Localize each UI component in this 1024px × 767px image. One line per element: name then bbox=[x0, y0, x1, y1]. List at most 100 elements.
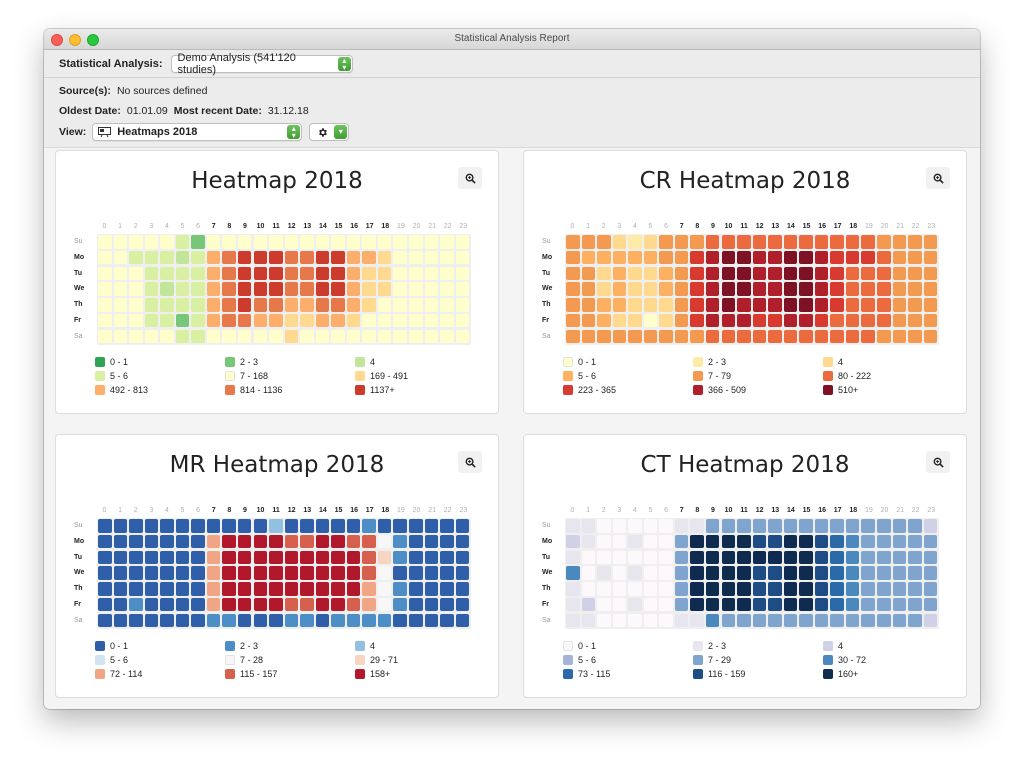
heatmap-cell[interactable] bbox=[612, 282, 627, 296]
heatmap-cell[interactable] bbox=[284, 329, 299, 343]
heatmap-cell[interactable] bbox=[690, 329, 704, 343]
heatmap-cell[interactable] bbox=[799, 582, 813, 596]
heatmap-cell[interactable] bbox=[674, 282, 689, 296]
heatmap-cell[interactable] bbox=[175, 266, 190, 280]
heatmap-cell[interactable] bbox=[206, 313, 221, 328]
heatmap-cell[interactable] bbox=[98, 519, 112, 533]
heatmap-cell[interactable] bbox=[175, 534, 190, 549]
heatmap-cell[interactable] bbox=[892, 519, 907, 533]
heatmap-cell[interactable] bbox=[222, 582, 236, 596]
heatmap-cell[interactable] bbox=[315, 298, 330, 312]
heatmap-cell[interactable] bbox=[783, 519, 798, 533]
heatmap-cell[interactable] bbox=[628, 298, 642, 312]
heatmap-cell[interactable] bbox=[315, 566, 330, 580]
zoom-button[interactable] bbox=[458, 451, 482, 473]
heatmap-cell[interactable] bbox=[566, 597, 580, 612]
heatmap-cell[interactable] bbox=[737, 550, 751, 564]
heatmap-cell[interactable] bbox=[892, 582, 907, 596]
heatmap-cell[interactable] bbox=[752, 582, 767, 596]
heatmap-cell[interactable] bbox=[144, 550, 159, 564]
heatmap-cell[interactable] bbox=[455, 550, 470, 564]
heatmap-cell[interactable] bbox=[581, 250, 596, 265]
heatmap-cell[interactable] bbox=[628, 534, 642, 549]
analysis-select[interactable]: Demo Analysis (541'120 studies) ▴ ▾ bbox=[170, 52, 353, 76]
heatmap-cell[interactable] bbox=[393, 597, 407, 612]
heatmap-cell[interactable] bbox=[98, 582, 112, 596]
heatmap-cell[interactable] bbox=[346, 519, 361, 533]
heatmap-cell[interactable] bbox=[799, 329, 813, 343]
heatmap-cell[interactable] bbox=[237, 298, 252, 312]
heatmap-cell[interactable] bbox=[222, 519, 236, 533]
heatmap-cell[interactable] bbox=[628, 266, 642, 280]
heatmap-cell[interactable] bbox=[923, 519, 938, 533]
heatmap-cell[interactable] bbox=[581, 519, 596, 533]
heatmap-cell[interactable] bbox=[892, 282, 907, 296]
heatmap-cell[interactable] bbox=[424, 298, 439, 312]
heatmap-cell[interactable] bbox=[628, 282, 642, 296]
heatmap-cell[interactable] bbox=[377, 329, 392, 343]
heatmap-cell[interactable] bbox=[362, 597, 376, 612]
heatmap-cell[interactable] bbox=[877, 298, 891, 312]
heatmap-cell[interactable] bbox=[98, 266, 112, 280]
heatmap-cell[interactable] bbox=[377, 582, 392, 596]
heatmap-cell[interactable] bbox=[612, 582, 627, 596]
heatmap-cell[interactable] bbox=[877, 613, 891, 627]
heatmap-cell[interactable] bbox=[892, 534, 907, 549]
heatmap-cell[interactable] bbox=[830, 582, 844, 596]
heatmap-cell[interactable] bbox=[674, 550, 689, 564]
heatmap-cell[interactable] bbox=[643, 313, 658, 328]
heatmap-cell[interactable] bbox=[331, 550, 345, 564]
heatmap-cell[interactable] bbox=[144, 298, 159, 312]
heatmap-cell[interactable] bbox=[315, 582, 330, 596]
heatmap-cell[interactable] bbox=[160, 313, 174, 328]
heatmap-cell[interactable] bbox=[799, 250, 813, 265]
heatmap-cell[interactable] bbox=[768, 282, 782, 296]
heatmap-cell[interactable] bbox=[113, 250, 128, 265]
heatmap-cell[interactable] bbox=[206, 597, 221, 612]
heatmap-cell[interactable] bbox=[721, 534, 735, 549]
heatmap-cell[interactable] bbox=[923, 266, 938, 280]
heatmap-cell[interactable] bbox=[597, 313, 611, 328]
heatmap-cell[interactable] bbox=[581, 597, 596, 612]
heatmap-cell[interactable] bbox=[409, 534, 423, 549]
heatmap-cell[interactable] bbox=[845, 566, 860, 580]
heatmap-cell[interactable] bbox=[923, 250, 938, 265]
heatmap-cell[interactable] bbox=[175, 597, 190, 612]
heatmap-cell[interactable] bbox=[923, 534, 938, 549]
heatmap-cell[interactable] bbox=[721, 566, 735, 580]
heatmap-cell[interactable] bbox=[877, 250, 891, 265]
heatmap-cell[interactable] bbox=[222, 235, 236, 249]
heatmap-cell[interactable] bbox=[300, 613, 314, 627]
heatmap-cell[interactable] bbox=[597, 250, 611, 265]
heatmap-cell[interactable] bbox=[737, 250, 751, 265]
heatmap-cell[interactable] bbox=[237, 534, 252, 549]
heatmap-cell[interactable] bbox=[597, 519, 611, 533]
heatmap-cell[interactable] bbox=[783, 329, 798, 343]
heatmap-cell[interactable] bbox=[752, 534, 767, 549]
heatmap-cell[interactable] bbox=[923, 298, 938, 312]
heatmap-cell[interactable] bbox=[409, 235, 423, 249]
heatmap-cell[interactable] bbox=[315, 550, 330, 564]
heatmap-cell[interactable] bbox=[300, 298, 314, 312]
heatmap-cell[interactable] bbox=[191, 597, 205, 612]
heatmap-cell[interactable] bbox=[113, 582, 128, 596]
heatmap-cell[interactable] bbox=[690, 313, 704, 328]
heatmap-cell[interactable] bbox=[424, 597, 439, 612]
heatmap-cell[interactable] bbox=[237, 329, 252, 343]
heatmap-cell[interactable] bbox=[237, 566, 252, 580]
heatmap-cell[interactable] bbox=[830, 597, 844, 612]
heatmap-cell[interactable] bbox=[705, 329, 720, 343]
heatmap-cell[interactable] bbox=[908, 597, 922, 612]
heatmap-cell[interactable] bbox=[721, 613, 735, 627]
heatmap-cell[interactable] bbox=[752, 566, 767, 580]
heatmap-cell[interactable] bbox=[377, 597, 392, 612]
heatmap-cell[interactable] bbox=[737, 298, 751, 312]
settings-menu-button[interactable]: ▾ bbox=[309, 123, 350, 141]
heatmap-cell[interactable] bbox=[845, 282, 860, 296]
heatmap-cell[interactable] bbox=[659, 329, 673, 343]
heatmap-cell[interactable] bbox=[908, 566, 922, 580]
heatmap-cell[interactable] bbox=[346, 566, 361, 580]
heatmap-cell[interactable] bbox=[269, 566, 283, 580]
heatmap-cell[interactable] bbox=[300, 329, 314, 343]
heatmap-cell[interactable] bbox=[597, 266, 611, 280]
